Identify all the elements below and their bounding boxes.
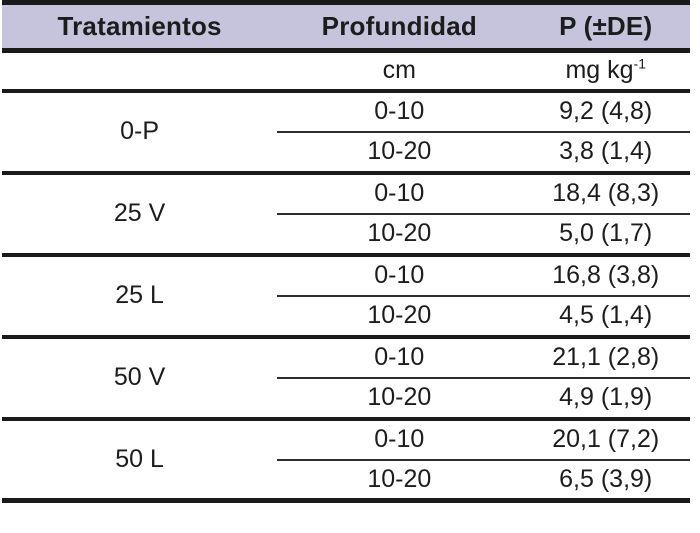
treatment-label: 25 L — [115, 281, 164, 309]
units-treatment-cell — [2, 51, 277, 91]
value-cell: 4,5 (1,4) — [559, 301, 653, 329]
table-row: 10-20 4,5 (1,4) — [2, 296, 690, 337]
units-depth-cell: cm — [382, 56, 416, 85]
table-row: 10-20 5,0 (1,7) — [2, 214, 690, 255]
value-cell: 9,2 (4,8) — [521, 90, 690, 133]
table-row: 25 V 0-10 18,4 (8,3) — [2, 172, 690, 227]
value-cell: 6,5 (3,9) — [559, 464, 653, 493]
header-p-de: P (±DE) — [559, 11, 653, 41]
depth-cell: 0-10 — [277, 172, 522, 215]
value-cell: 4,9 (1,9) — [559, 383, 653, 411]
depth-cell: 0-10 — [277, 254, 522, 297]
treatment-label: 50 L — [115, 444, 164, 473]
treatment-label: 25 V — [113, 199, 166, 227]
depth-cell: 10-20 — [367, 383, 432, 411]
table-row: 50 V 0-10 21,1 (2,8) — [2, 336, 690, 391]
depth-cell: 0-10 — [277, 90, 522, 133]
table-row: 10-20 6,5 (3,9) — [2, 460, 690, 501]
header-profundidad: Profundidad — [321, 11, 477, 41]
header-tratamientos: Tratamientos — [57, 11, 222, 41]
treatment-label: 0-P — [120, 117, 160, 145]
units-value-cell: mg kg-1 — [521, 51, 690, 91]
treatments-phosphorus-table: Tratamientos Profundidad P (±DE) cm mg k… — [2, 0, 690, 503]
depth-cell: 10-20 — [367, 464, 432, 493]
table-row: 25 L 0-10 16,8 (3,8) — [2, 254, 690, 309]
treatment-group-25-l: 25 L 0-10 16,8 (3,8) 10-20 4,5 (1,4) — [2, 254, 690, 337]
table-header: Tratamientos Profundidad P (±DE) — [2, 2, 690, 51]
units-row: cm mg kg-1 — [2, 51, 690, 91]
table-row: 50 L 0-10 20,1 (7,2) — [2, 418, 690, 473]
treatment-group-50-l: 50 L 0-10 20,1 (7,2) 10-20 6,5 (3,9) — [2, 418, 690, 501]
table-row: 0-P 0-10 9,2 (4,8) — [2, 90, 690, 145]
table-row: 10-20 4,9 (1,9) — [2, 378, 690, 419]
superscript-exponent: -1 — [633, 55, 646, 72]
depth-cell: 0-10 — [277, 418, 522, 461]
depth-cell: 10-20 — [367, 137, 432, 165]
treatment-label: 50 V — [113, 363, 166, 391]
value-cell: 21,1 (2,8) — [521, 336, 690, 379]
treatment-group-25-v: 25 V 0-10 18,4 (8,3) 10-20 5,0 (1,7) — [2, 172, 690, 255]
treatment-group-50-v: 50 V 0-10 21,1 (2,8) 10-20 4,9 (1,9) — [2, 336, 690, 419]
units-section: cm mg kg-1 — [2, 51, 690, 91]
value-cell: 18,4 (8,3) — [521, 172, 690, 215]
depth-cell: 10-20 — [367, 301, 432, 329]
depth-cell: 10-20 — [367, 219, 432, 247]
value-cell: 5,0 (1,7) — [559, 219, 653, 247]
treatment-group-0-p: 0-P 0-10 9,2 (4,8) 10-20 3,8 (1,4) — [2, 90, 690, 173]
table-row: 10-20 3,8 (1,4) — [2, 132, 690, 173]
table-header-row: Tratamientos Profundidad P (±DE) — [2, 2, 690, 51]
depth-cell: 0-10 — [277, 336, 522, 379]
value-cell: 3,8 (1,4) — [559, 137, 653, 165]
value-cell: 16,8 (3,8) — [521, 254, 690, 297]
value-cell: 20,1 (7,2) — [521, 418, 690, 461]
units-value-base: mg kg — [565, 56, 634, 85]
